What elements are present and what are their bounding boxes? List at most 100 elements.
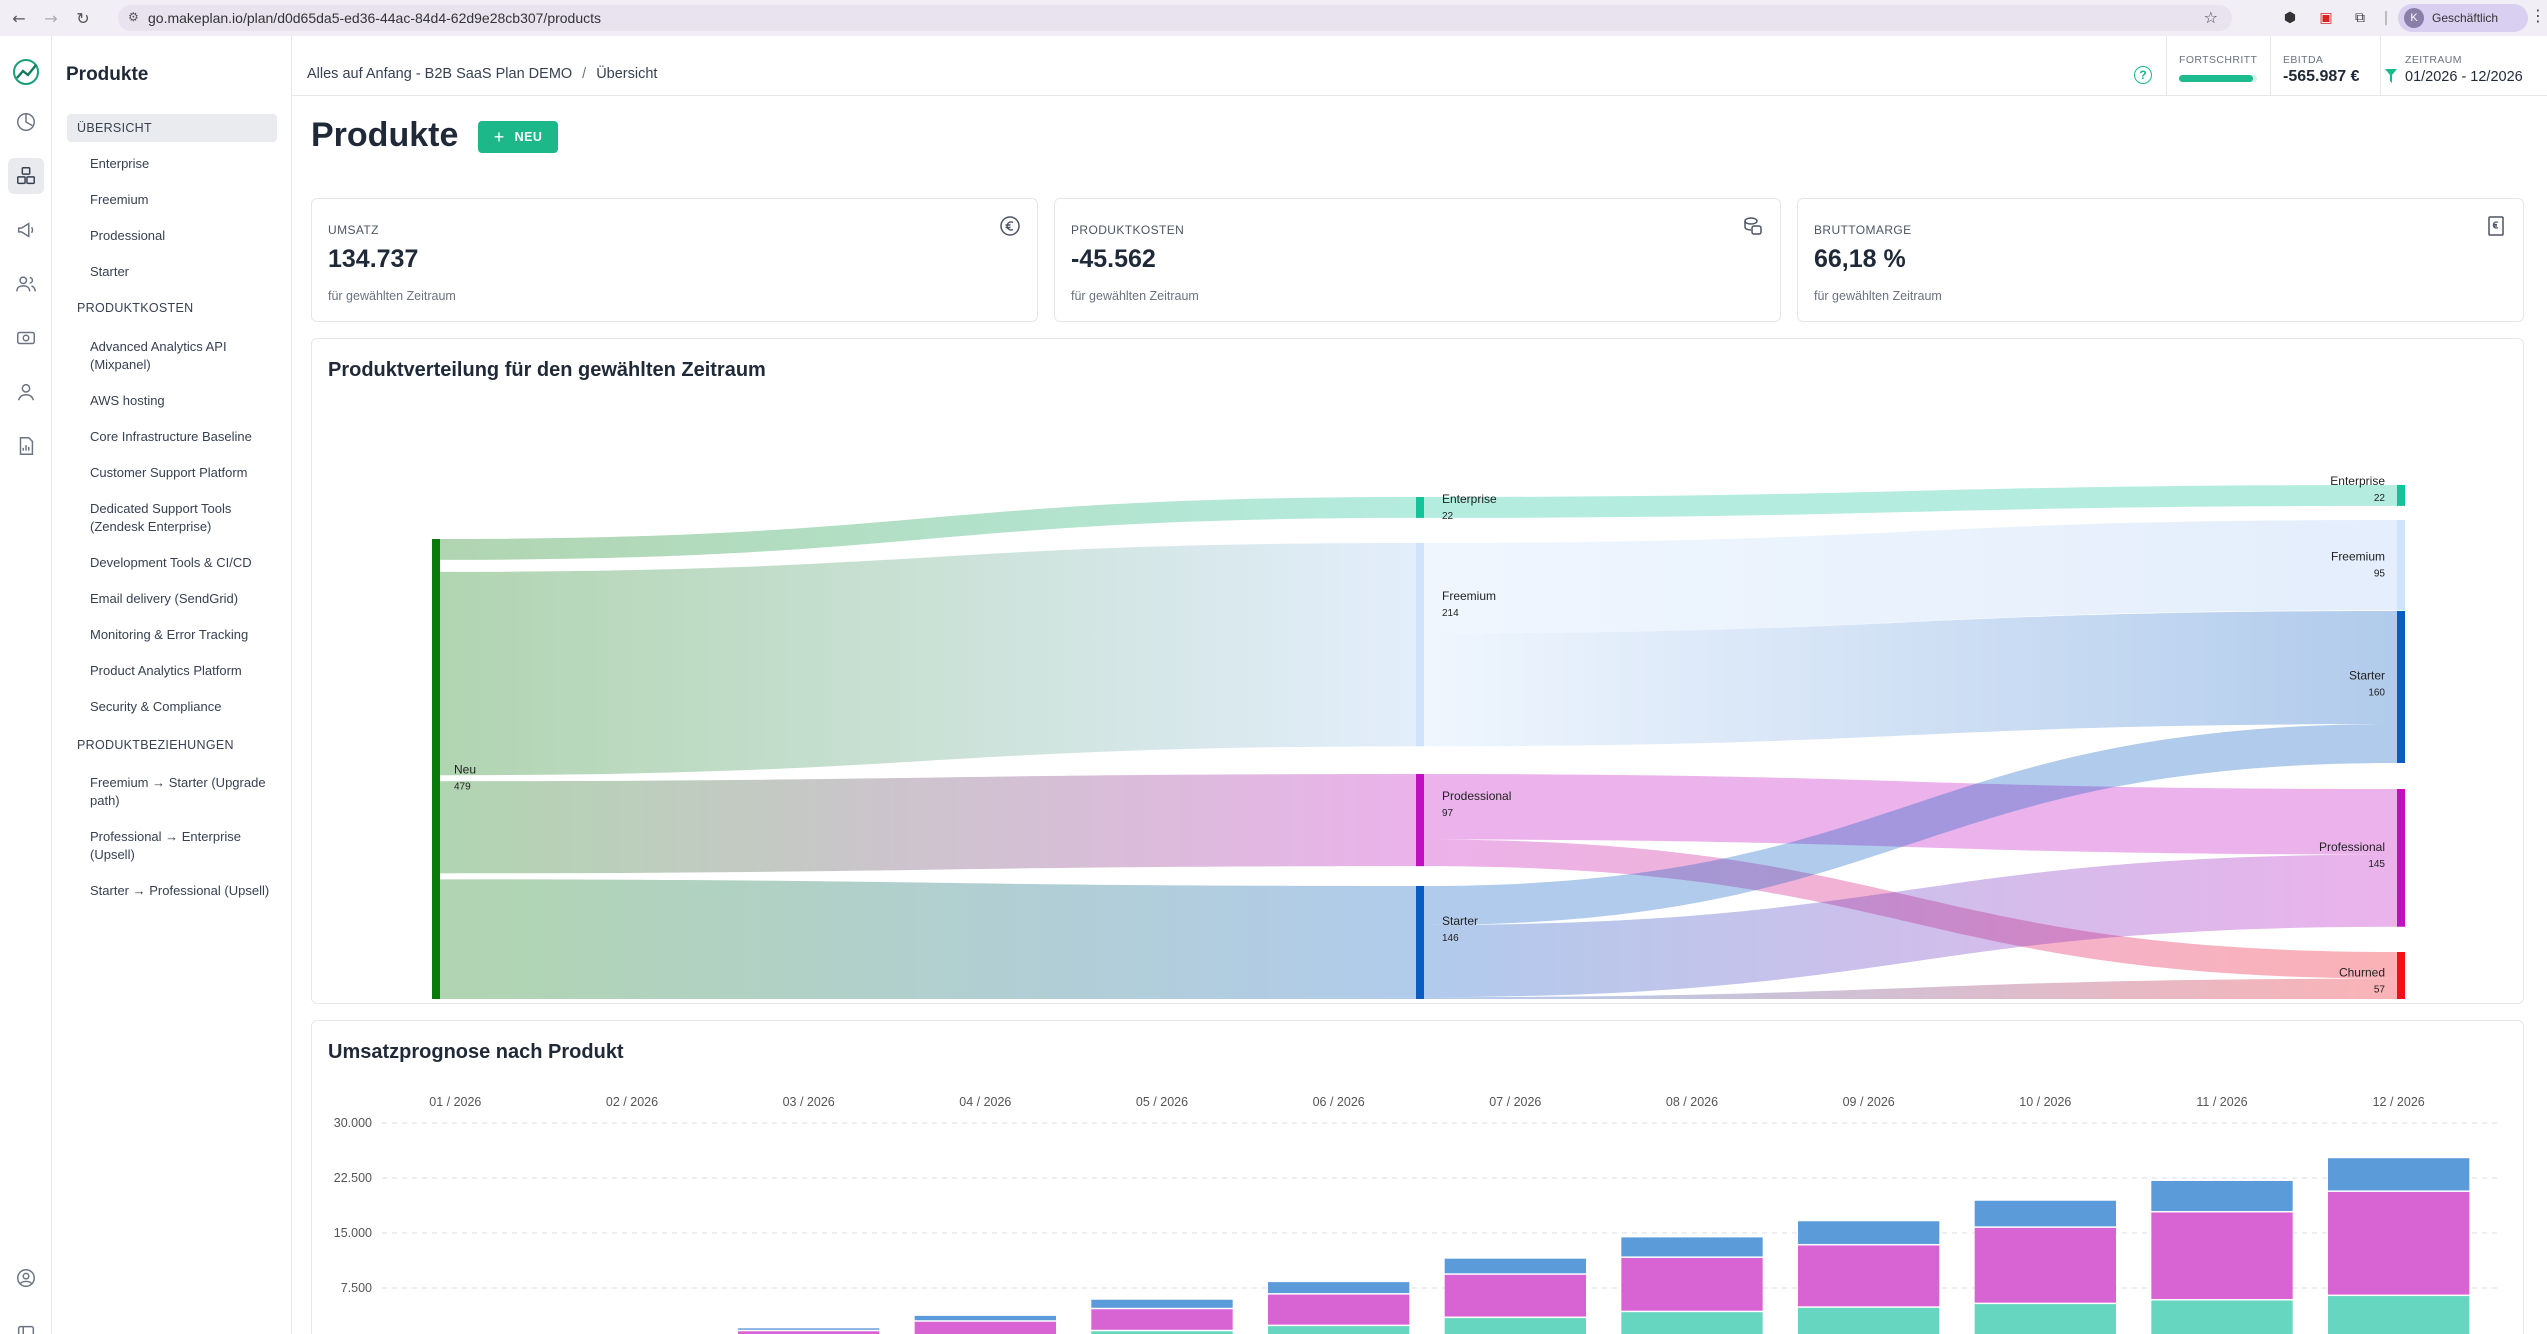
bar-segment-2[interactable] (2151, 1180, 2293, 1211)
breadcrumb-plan[interactable]: Alles auf Anfang - B2B SaaS Plan DEMO (307, 66, 573, 82)
sankey-node-freemium[interactable] (1416, 543, 1424, 747)
new-product-button[interactable]: + NEU (478, 121, 558, 153)
reload-icon[interactable]: ↻ (76, 8, 90, 28)
dashboard-icon[interactable] (8, 104, 44, 140)
sidebar-item-starter[interactable]: Starter (90, 264, 130, 279)
progress-metric[interactable]: FORTSCHRITT (2166, 36, 2270, 96)
sankey-node-professional_out[interactable] (2397, 789, 2405, 927)
bar-segment-0[interactable] (1444, 1318, 1586, 1334)
sidebar-item-cost[interactable]: Core Infrastructure Baseline (90, 429, 252, 444)
bar-segment-2[interactable] (1444, 1258, 1586, 1274)
bar-segment-2[interactable] (914, 1315, 1056, 1321)
sidebar-item-enterprise[interactable]: Enterprise (90, 156, 150, 171)
forward-icon[interactable]: → (44, 8, 58, 28)
sankey-link-neu-starter[interactable] (440, 879, 1416, 999)
extensions-puzzle-icon[interactable]: ⧉ (2355, 10, 2365, 26)
sidebar-item-freemium[interactable]: Freemium (90, 192, 149, 207)
sidebar-item-cost[interactable]: Advanced Analytics API (Mixpanel) (90, 339, 227, 372)
sankey-link-freemium-freemium_out[interactable] (1424, 520, 2397, 634)
bar-segment-0[interactable] (1621, 1312, 1763, 1334)
bar-segment-0[interactable] (1974, 1304, 2116, 1334)
sankey-link-starter-professional_out[interactable] (1424, 854, 2397, 998)
sidebar-item-relation[interactable]: Freemium → Starter (Upgrade path) (90, 775, 266, 808)
sidebar-section-product-relations[interactable]: PRODUKTBEZIEHUNGEN (77, 738, 234, 752)
sidebar-section-product-costs[interactable]: PRODUKTKOSTEN (77, 301, 194, 315)
sankey-node-enterprise_out[interactable] (2397, 485, 2405, 506)
sidebar-item-cost[interactable]: Product Analytics Platform (90, 663, 242, 678)
sidebar-item-prodessional[interactable]: Prodessional (90, 228, 166, 243)
bar-segment-0[interactable] (1091, 1331, 1233, 1334)
sankey-link-freemium-starter_out[interactable] (1424, 611, 2397, 747)
bar-segment-2[interactable] (1621, 1237, 1763, 1257)
bar-segment-0[interactable] (2328, 1296, 2470, 1334)
sankey-node-neu[interactable] (432, 539, 440, 999)
sankey-link-neu-enterprise[interactable] (440, 497, 1416, 560)
bar-segment-1[interactable] (914, 1321, 1056, 1334)
sidebar-item-cost[interactable]: Email delivery (SendGrid) (90, 591, 239, 606)
sidebar-item-relation[interactable]: Professional → Enterprise (Upsell) (90, 829, 242, 862)
bar-segment-1[interactable] (1268, 1294, 1410, 1325)
reports-icon[interactable] (8, 428, 44, 464)
collapse-icon[interactable] (8, 1316, 44, 1334)
extension-calendar-icon[interactable]: ▣ (2319, 10, 2333, 26)
bar-segment-1[interactable] (1621, 1257, 1763, 1311)
bar-segment-1[interactable] (1444, 1274, 1586, 1317)
bar-segment-0[interactable] (1798, 1307, 1940, 1334)
sankey-node-prodessional[interactable] (1416, 774, 1424, 867)
investors-icon[interactable] (8, 374, 44, 410)
account-icon[interactable] (8, 1260, 44, 1296)
bar-segment-1[interactable] (2328, 1191, 2470, 1295)
marketing-icon[interactable] (8, 212, 44, 248)
sankey-node-freemium_out[interactable] (2397, 520, 2405, 611)
sankey-link-starter-starter_out[interactable] (1424, 724, 2397, 925)
sankey-link-enterprise-enterprise_out[interactable] (1424, 485, 2397, 518)
bar-segment-2[interactable] (1974, 1200, 2116, 1227)
bar-segment-2[interactable] (1798, 1221, 1940, 1244)
bar-segment-1[interactable] (2151, 1212, 2293, 1299)
sidebar-item-cost[interactable]: Development Tools & CI/CD (90, 555, 252, 570)
sidebar-item-cost[interactable]: Security & Compliance (90, 699, 222, 714)
period-filter[interactable]: ZEITRAUM 01/2026 - 12/2026 (2380, 36, 2547, 96)
help-icon[interactable]: ? (2134, 66, 2152, 84)
sankey-node-churned[interactable] (2397, 952, 2405, 999)
bar-segment-2[interactable] (2328, 1158, 2470, 1191)
sankey-node-label: Neu (454, 763, 476, 777)
back-icon[interactable]: ← (12, 8, 26, 28)
progress-bar-fill (2179, 75, 2254, 82)
bookmark-star-icon[interactable]: ☆ (2203, 8, 2218, 27)
sidebar-item-overview[interactable]: ÜBERSICHT (67, 114, 277, 142)
plus-icon: + (493, 126, 505, 147)
makeplan-logo[interactable] (10, 56, 42, 88)
bar-segment-1[interactable] (1091, 1309, 1233, 1330)
bar-segment-1[interactable] (1798, 1245, 1940, 1307)
address-bar[interactable]: ⚙ go.makeplan.io/plan/d0d65da5-ed36-44ac… (118, 5, 2232, 31)
sidebar-item-cost[interactable]: Dedicated Support Tools (Zendesk Enterpr… (90, 501, 232, 534)
sankey-link-neu-prodessional[interactable] (440, 774, 1416, 874)
sankey-node-enterprise[interactable] (1416, 497, 1424, 518)
finance-icon[interactable] (8, 320, 44, 356)
sankey-node-starter[interactable] (1416, 886, 1424, 999)
sidebar-item-cost[interactable]: AWS hosting (90, 393, 165, 408)
sankey-node-starter_out[interactable] (2397, 611, 2405, 763)
products-icon[interactable] (8, 158, 44, 194)
bar-segment-2[interactable] (738, 1328, 880, 1330)
app-icon-rail (0, 36, 52, 1334)
site-info-icon[interactable]: ⚙ (128, 10, 139, 24)
bar-segment-2[interactable] (1268, 1282, 1410, 1294)
bar-segment-1[interactable] (738, 1331, 880, 1334)
sankey-link-neu-freemium[interactable] (440, 543, 1416, 776)
bar-segment-0[interactable] (2151, 1300, 2293, 1334)
sankey-link-starter-churned[interactable] (1424, 978, 2397, 999)
team-icon[interactable] (8, 266, 44, 302)
bar-segment-0[interactable] (1268, 1326, 1410, 1334)
sidebar-item-cost[interactable]: Monitoring & Error Tracking (90, 627, 249, 642)
sidebar-item-cost[interactable]: Customer Support Platform (90, 465, 248, 480)
profile-button[interactable]: K Geschäftlich (2398, 4, 2528, 32)
bar-segment-1[interactable] (1974, 1227, 2116, 1303)
extension-shield-icon[interactable]: ⬢ (2283, 10, 2297, 26)
ebitda-metric[interactable]: EBITDA -565.987 € (2270, 36, 2380, 96)
page-title: Produkte (311, 116, 459, 154)
sidebar-item-relation[interactable]: Starter → Professional (Upsell) (90, 883, 270, 898)
browser-menu-icon[interactable]: ⋮ (2530, 6, 2546, 25)
bar-segment-2[interactable] (1091, 1299, 1233, 1308)
